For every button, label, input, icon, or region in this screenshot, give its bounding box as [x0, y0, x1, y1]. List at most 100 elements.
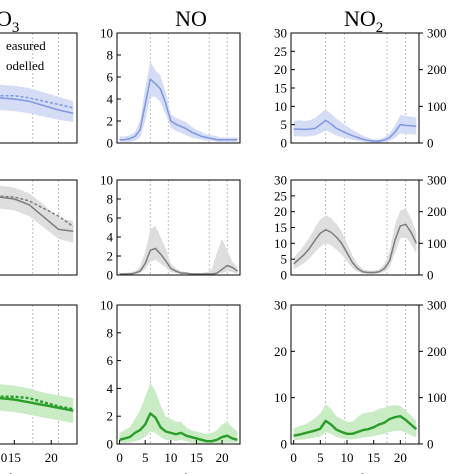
y-tick-label: 5 — [281, 252, 288, 267]
x-tick-label: 20 — [45, 450, 58, 465]
right-y-tick-label: 200 — [427, 62, 447, 77]
y-tick-label: 4 — [107, 381, 114, 396]
panel-frame — [116, 179, 241, 276]
y-tick-label: 4 — [107, 92, 114, 107]
right-y-tick-label: 0 — [427, 437, 434, 452]
y-tick-label: 30 — [274, 173, 287, 188]
x-tick-label: 20 — [216, 450, 229, 465]
y-tick-label: 10 — [274, 390, 287, 405]
x-tick-label: 5 — [317, 450, 324, 465]
y-tick-label: 10 — [100, 298, 113, 313]
x-tick-label: 15 — [190, 450, 203, 465]
panel-no2-row-1: 0 5 10 15 20 25 30 — [274, 26, 420, 151]
legend: easured odelled — [6, 38, 46, 73]
y-tick-label: 20 — [274, 344, 287, 359]
column-titles: O3 NO NO2 — [0, 6, 383, 36]
y-tick-label: 20 — [274, 62, 287, 77]
legend-item-measured: easured — [6, 38, 46, 53]
panel-o3-row-1 — [0, 32, 78, 144]
right-y-tick-label: 100 — [427, 390, 447, 405]
right-y-tick-label: 100 — [427, 99, 447, 114]
uncertainty-band — [119, 382, 238, 444]
y-tick-label: 20 — [274, 204, 287, 219]
series-line — [119, 247, 238, 275]
panel-frame — [290, 304, 420, 445]
y-tick-label: 0 — [281, 268, 288, 283]
y-tick-label: 15 — [274, 220, 287, 235]
panel-frame — [0, 32, 78, 144]
y-tick-label: 10 — [100, 173, 113, 188]
y-tick-label: 8 — [107, 48, 114, 63]
y-tick-label: 2 — [107, 409, 114, 424]
panel-o3-row-2 — [0, 179, 78, 276]
x-tick-label: 10 — [341, 450, 354, 465]
y-tick-label: 2 — [107, 114, 114, 129]
x-tick-label: 15 — [367, 450, 380, 465]
y-tick-label: 8 — [107, 325, 114, 340]
y-tick-label: 15 — [274, 81, 287, 96]
x-tick-label: 0 — [290, 450, 297, 465]
legend-item-modelled: odelled — [6, 58, 45, 73]
x-axis-label: Hour of Day — [143, 472, 214, 474]
title-o3: O3 — [0, 6, 19, 36]
title-no2-subscript: 2 — [376, 20, 384, 36]
y-tick-label: 0 — [107, 268, 114, 283]
x-tick-label: 0 — [116, 450, 123, 465]
y-tick-label: 5 — [281, 117, 288, 132]
panel-no-row-2: 0 2 4 6 8 10 — [100, 173, 241, 283]
series-line — [293, 415, 418, 437]
right-y-tick-label: 300 — [427, 298, 447, 313]
y-tick-label: 0 — [281, 437, 288, 452]
panel-frame — [116, 304, 241, 445]
title-o3-subscript: 3 — [12, 20, 20, 36]
x-axis-label-partial: of Day — [0, 472, 39, 474]
uncertainty-band — [293, 109, 417, 143]
series-line-measured — [0, 196, 74, 233]
panel-frame — [0, 179, 78, 276]
panel-no2-row-3: 0 10 20 30 — [274, 298, 420, 452]
uncertainty-band — [0, 185, 74, 243]
y-tick-label: 25 — [274, 44, 287, 59]
panel-o3-row-3 — [0, 304, 78, 445]
x-tick-label: 10 — [164, 450, 177, 465]
y-tick-label: 2 — [107, 249, 114, 264]
y-tick-label: 25 — [274, 188, 287, 203]
y-tick-label: 8 — [107, 192, 114, 207]
title-no2: NO2 — [344, 6, 383, 36]
uncertainty-band — [119, 225, 238, 275]
y-tick-label: 4 — [107, 230, 114, 245]
x-tick-label: 5 — [142, 450, 149, 465]
y-tick-label: 30 — [274, 298, 287, 313]
right-y-tick-label: 200 — [427, 344, 447, 359]
panel-frame — [0, 304, 78, 445]
panel-no-row-3: 0 2 4 6 8 10 — [100, 298, 241, 452]
y-tick-label: 10 — [100, 26, 113, 41]
panel-no-row-1: 0 2 4 6 8 10 — [100, 26, 241, 151]
y-tick-label: 6 — [107, 211, 114, 226]
right-y-tick-label: 0 — [427, 268, 434, 283]
y-tick-label: 0 — [107, 437, 114, 452]
panel-frame — [116, 32, 241, 144]
y-tick-label: 0 — [107, 136, 114, 151]
right-y-tick-label: 0 — [427, 136, 434, 151]
x-tick-label: 20 — [394, 450, 407, 465]
series-line-modelled — [0, 395, 74, 411]
x-axis-label: Hour of Day — [320, 472, 391, 474]
uncertainty-band — [293, 208, 417, 275]
series-line — [293, 223, 418, 274]
series-line-measured — [0, 396, 74, 412]
series-line — [293, 119, 417, 142]
series-line-modelled — [0, 94, 74, 109]
uncertainty-band — [293, 404, 417, 441]
right-y-tick-label: 200 — [427, 204, 447, 219]
uncertainty-band — [119, 61, 238, 142]
series-line — [119, 78, 238, 141]
x-tick-label: 15 — [8, 450, 21, 465]
y-tick-label: 10 — [274, 99, 287, 114]
right-y-tick-label: 100 — [427, 236, 447, 251]
right-y-tick-label: 300 — [427, 173, 447, 188]
uncertainty-band — [0, 384, 74, 424]
x-tick-label: 0 — [1, 450, 8, 465]
